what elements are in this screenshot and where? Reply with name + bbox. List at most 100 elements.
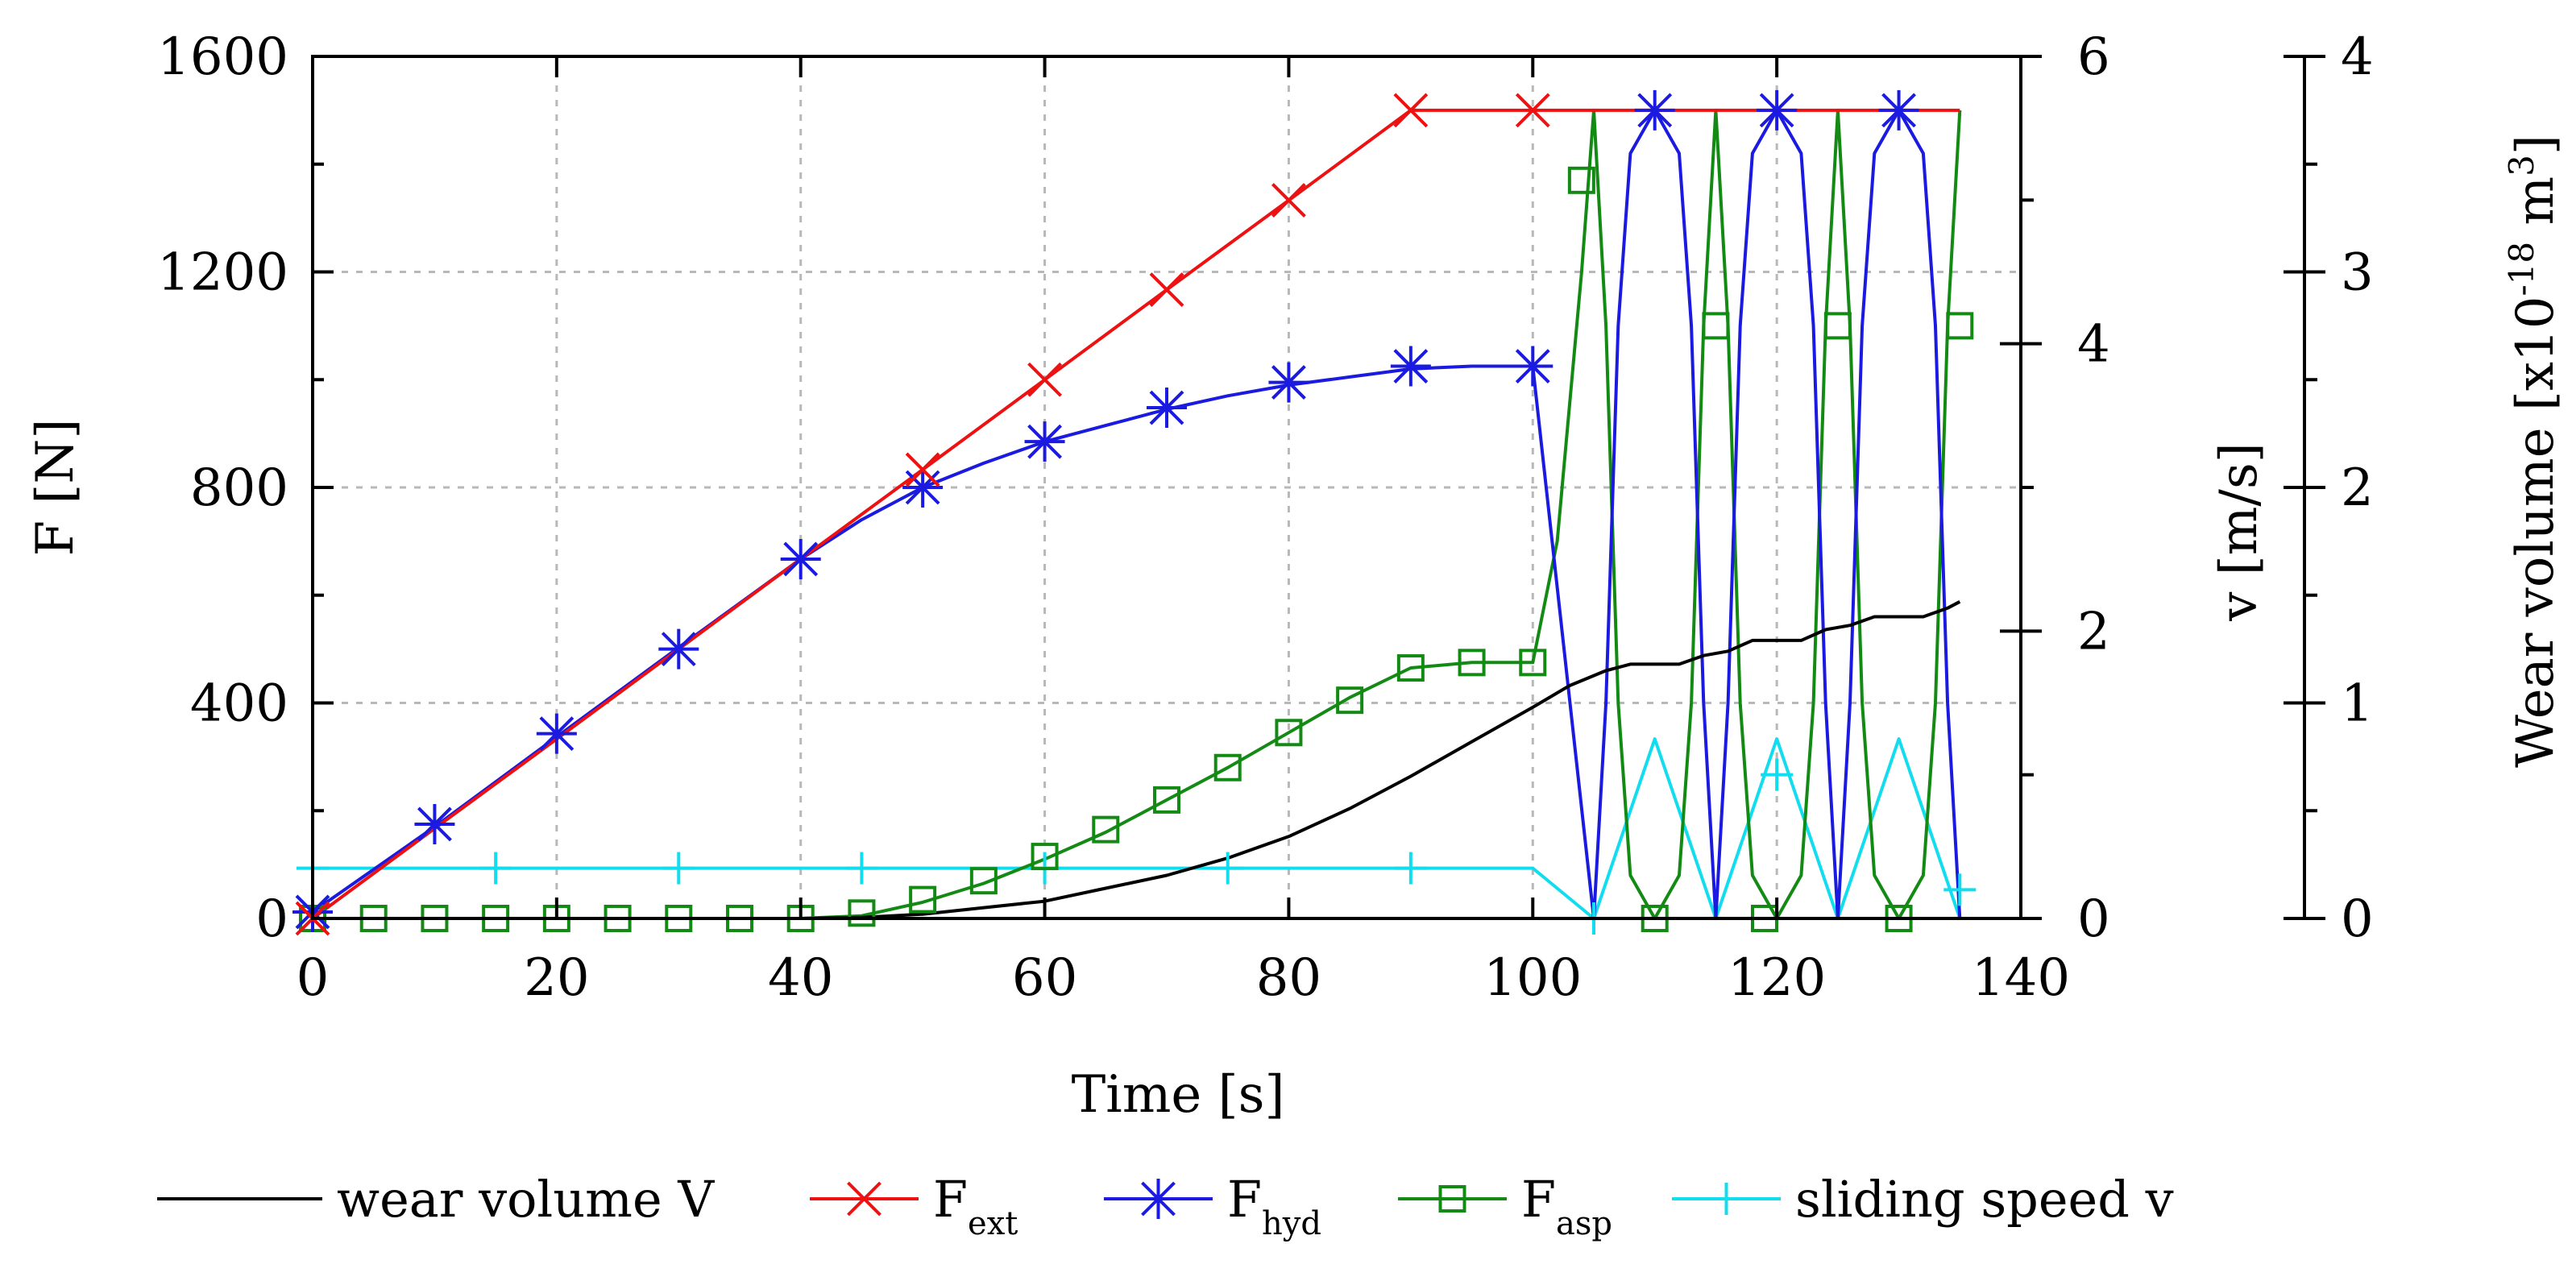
data-point-v — [845, 852, 878, 885]
data-point-ext — [1393, 93, 1429, 128]
y-axis-title-wear: Wear volume [x10-18 m3] — [2502, 135, 2566, 768]
data-point-hyd — [536, 713, 577, 754]
data-point-asp — [848, 899, 876, 927]
x-tick-label: 120 — [1728, 948, 1826, 1008]
data-point-hyd — [1878, 89, 1919, 131]
marker-stroke — [1396, 654, 1425, 682]
marker-stroke — [1823, 312, 1852, 340]
marker-stroke — [1271, 183, 1306, 218]
legend-label-main: F — [1227, 1170, 1262, 1229]
marker-stroke — [905, 452, 940, 487]
marker-stroke — [848, 899, 876, 927]
x-tick-label: 20 — [524, 948, 589, 1008]
series-line-asp — [313, 108, 1962, 920]
data-point-v — [1211, 852, 1244, 885]
data-point-asp — [1458, 649, 1486, 677]
legend-label: Fhyd — [1227, 1170, 1321, 1242]
marker-stroke — [847, 1181, 881, 1217]
axes: 0 20 40 60 80 100 120 1400400800120016000246012… — [157, 27, 2374, 1008]
legend-marker — [1138, 1179, 1179, 1219]
data-point-asp — [909, 885, 937, 914]
legend-label-main: sliding speed v — [1795, 1170, 2174, 1229]
marker-stroke — [1213, 753, 1242, 781]
data-point-asp — [1213, 753, 1242, 781]
data-point-asp — [1336, 686, 1364, 715]
marker-stroke — [909, 885, 937, 914]
x-tick-label: 80 — [1256, 948, 1321, 1008]
legend-label: Fext — [933, 1170, 1018, 1242]
y-tick-label-F: 0 — [255, 889, 288, 949]
y-tick-label-wear: 1 — [2341, 674, 2374, 734]
legend-label-sub: ext — [968, 1205, 1018, 1242]
data-point-asp — [1946, 312, 1974, 340]
y-tick-label-wear: 0 — [2341, 889, 2374, 949]
marker-stroke — [1519, 649, 1547, 677]
marker-stroke — [1031, 843, 1059, 871]
data-point-hyd — [1024, 421, 1065, 462]
data-point-asp — [1153, 786, 1180, 814]
legend-label: sliding speed v — [1795, 1170, 2174, 1229]
series-line-hyd — [311, 108, 1962, 920]
y-tick-label-F: 400 — [190, 674, 288, 734]
marker-stroke — [1458, 649, 1486, 677]
marker-stroke — [1567, 166, 1595, 194]
data-point-hyd — [1634, 89, 1675, 131]
data-point-asp — [1567, 166, 1595, 194]
data-point-v — [1394, 852, 1427, 885]
x-axis-title: Time [s] — [1072, 1065, 1285, 1125]
data-point-asp — [969, 867, 998, 895]
legend-label: Fasp — [1521, 1170, 1612, 1242]
marker-stroke — [1515, 93, 1550, 128]
data-point-hyd — [902, 467, 944, 508]
marker-stroke — [1153, 786, 1180, 814]
data-point-asp — [1092, 815, 1120, 844]
marker-stroke — [1946, 312, 1974, 340]
marker-stroke — [1438, 1185, 1466, 1213]
data-point-hyd — [658, 628, 699, 670]
x-tick-label: 40 — [768, 948, 833, 1008]
data-point-hyd — [780, 538, 821, 579]
series-line-ext — [311, 108, 1960, 920]
data-point-asp — [1823, 312, 1852, 340]
y-tick-label-v: 6 — [2077, 27, 2110, 87]
x-tick-label: 0 — [297, 948, 330, 1008]
data-point-asp — [1396, 654, 1425, 682]
marker-stroke — [1702, 312, 1730, 340]
marker-stroke — [1393, 93, 1429, 128]
marker-stroke — [1336, 686, 1364, 715]
series-markers — [292, 89, 1977, 936]
data-point-v — [1943, 873, 1977, 906]
data-point-hyd — [1268, 362, 1309, 403]
x-tick-label: 100 — [1483, 948, 1582, 1008]
y-tick-label-v: 2 — [2077, 602, 2110, 661]
data-point-asp — [1031, 843, 1059, 871]
y-tick-label-v: 0 — [2077, 889, 2110, 949]
data-point-hyd — [1147, 388, 1187, 429]
data-point-asp — [1275, 719, 1303, 747]
marker-stroke — [969, 867, 998, 895]
legend-label-sub: hyd — [1262, 1205, 1321, 1242]
legend-marker — [847, 1181, 881, 1217]
data-point-v — [1761, 758, 1794, 791]
data-point-hyd — [1512, 346, 1553, 387]
legend-label-sub: asp — [1556, 1205, 1612, 1242]
data-point-ext — [1515, 93, 1550, 128]
legend-label-main: F — [933, 1170, 968, 1229]
marker-stroke — [1092, 815, 1120, 844]
data-point-ext — [1027, 362, 1062, 397]
y-tick-label-F: 800 — [190, 458, 288, 518]
x-tick-label: 60 — [1012, 948, 1077, 1008]
legend-marker — [1438, 1185, 1466, 1213]
legend-marker — [1710, 1183, 1743, 1215]
marker-stroke — [1027, 362, 1062, 397]
legend: wear volume V Fext Fhyd Fasp sliding speed v — [157, 1170, 2174, 1242]
marker-stroke — [1275, 719, 1303, 747]
series-lines — [311, 108, 1962, 920]
data-point-hyd — [1757, 89, 1798, 131]
data-point-v — [479, 852, 512, 885]
legend-label-main: F — [1521, 1170, 1556, 1229]
legend-label-main: wear volume V — [337, 1170, 715, 1229]
data-point-ext — [1149, 272, 1184, 307]
y-tick-label-wear: 2 — [2341, 458, 2374, 518]
